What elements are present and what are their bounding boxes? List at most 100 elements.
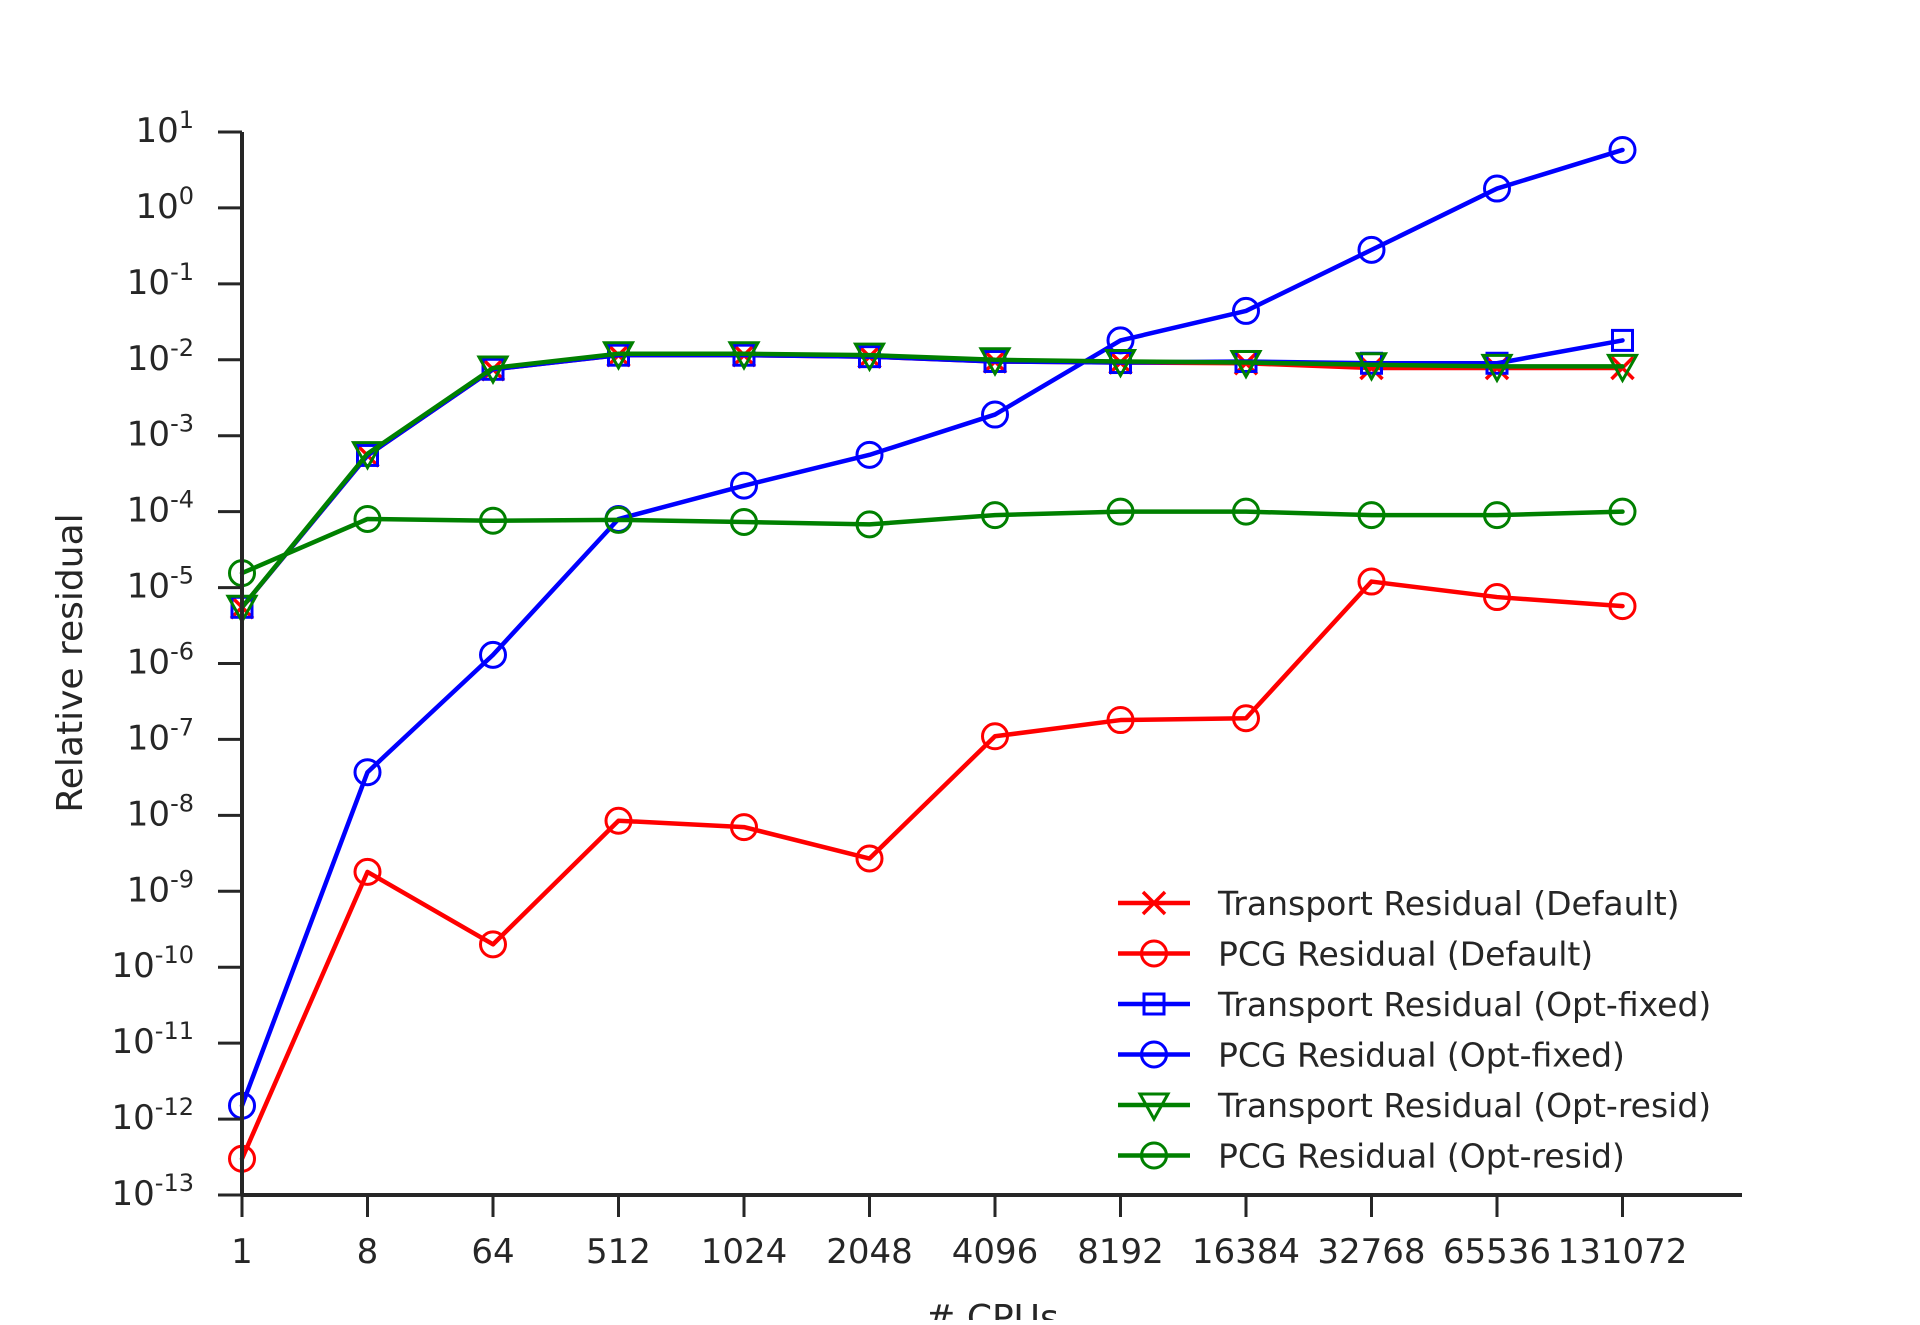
legend-label: Transport Residual (Opt-resid): [1217, 1086, 1711, 1125]
legend: Transport Residual (Default) PCG Residual…: [1118, 884, 1711, 1176]
circle-marker: [1232, 704, 1260, 733]
legend-item: Transport Residual (Default): [1118, 884, 1680, 923]
triangle-marker: [350, 441, 385, 471]
y-axis-label: Relative residual: [50, 513, 91, 812]
x-marker: [1141, 890, 1167, 916]
legend-label: PCG Residual (Default): [1218, 935, 1593, 974]
x-tick-label: 1: [231, 1232, 253, 1272]
legend-item: Transport Residual (Opt-resid): [1118, 1086, 1711, 1125]
circle-marker: [855, 440, 884, 469]
circle-marker: [981, 722, 1009, 751]
circle-marker: [730, 813, 758, 842]
circle-marker: [604, 505, 633, 534]
x-tick-label: 8192: [1077, 1232, 1164, 1272]
x-tick-label: 8: [357, 1232, 379, 1272]
legend-item: Transport Residual (Opt-fixed): [1118, 985, 1711, 1024]
y-tick-label: 100: [135, 182, 194, 227]
circle-marker: [353, 505, 382, 534]
circle-marker: [1106, 706, 1135, 735]
y-tick-label: 10-9: [127, 865, 194, 910]
x-ticks: 1 8 64 512 1024 2048 4096 8192 16384 32768 65536 13…: [231, 1195, 1687, 1272]
y-tick-label: 10-4: [127, 486, 194, 531]
y-tick-label: 10-11: [112, 1017, 194, 1062]
circle-marker: [730, 471, 758, 500]
square-marker: [1142, 992, 1166, 1016]
series-3: [230, 328, 1634, 619]
circle-marker: [1357, 567, 1386, 596]
legend-label: Transport Residual (Opt-fixed): [1217, 985, 1711, 1024]
y-tick-label: 10-12: [112, 1093, 194, 1138]
x-tick-label: 64: [471, 1232, 514, 1272]
legend-item: PCG Residual (Opt-resid): [1118, 1137, 1625, 1176]
series-6: [228, 497, 1637, 588]
circle-marker: [1140, 1141, 1168, 1170]
circle-marker: [1483, 174, 1511, 203]
triangle-marker: [1480, 353, 1514, 384]
circle-marker: [479, 930, 507, 959]
circle-marker: [1140, 1040, 1168, 1069]
circle-marker: [1483, 583, 1511, 612]
series-5: [225, 341, 1640, 625]
y-tick-label: 10-8: [127, 789, 194, 834]
circle-marker: [479, 640, 507, 669]
circle-marker: [1140, 939, 1168, 968]
series-layer: [225, 135, 1640, 1173]
circle-marker: [1608, 497, 1637, 526]
circle-marker: [855, 844, 884, 873]
triangle-marker: [978, 347, 1012, 377]
triangle-marker: [1354, 352, 1389, 382]
circle-marker: [1357, 235, 1386, 264]
circle-marker: [855, 510, 884, 539]
series-line: [239, 338, 1625, 610]
circle-marker: [1106, 497, 1135, 526]
triangle-marker: [727, 341, 761, 371]
y-tick-label: 10-2: [127, 334, 194, 379]
circle-marker: [1357, 501, 1386, 530]
circle-marker: [604, 806, 633, 835]
series-line: [239, 579, 1625, 1162]
circle-marker: [1232, 497, 1260, 526]
circle-marker: [479, 506, 507, 535]
y-tick-label: 10-1: [127, 258, 194, 303]
x-tick-label: 131072: [1558, 1232, 1688, 1272]
circle-marker: [981, 400, 1009, 429]
series-line: [239, 352, 1625, 610]
series-line: [239, 147, 1625, 1108]
x-tick-label: 4096: [952, 1232, 1039, 1272]
series-line: [239, 509, 1625, 576]
x-tick-label: 16384: [1192, 1232, 1300, 1272]
circle-marker: [1232, 296, 1260, 325]
legend-label: PCG Residual (Opt-fixed): [1218, 1036, 1625, 1075]
x-marker: [1359, 355, 1384, 381]
circle-marker: [1483, 501, 1511, 530]
x-tick-label: 32768: [1317, 1232, 1425, 1272]
x-tick-label: 512: [586, 1232, 651, 1272]
legend-label: PCG Residual (Opt-resid): [1218, 1137, 1625, 1176]
circle-marker: [730, 508, 758, 537]
triangle-marker: [1605, 353, 1640, 384]
y-tick-label: 10-6: [127, 638, 194, 683]
triangle-marker: [852, 342, 887, 373]
y-ticks: 101 100 10-1 10-2 10-3 10-4 10-5 10-6 10-7 10-8 10…: [112, 106, 242, 1214]
circle-marker: [353, 857, 382, 886]
circle-marker: [981, 501, 1009, 530]
series-1: [229, 342, 1635, 620]
series-2: [228, 567, 1637, 1173]
triangle-marker: [1137, 1092, 1171, 1123]
x-tick-label: 2048: [826, 1232, 913, 1272]
y-tick-label: 10-7: [127, 713, 194, 758]
y-tick-label: 10-13: [112, 1169, 194, 1214]
x-tick-label: 1024: [701, 1232, 788, 1272]
y-tick-label: 10-10: [112, 941, 194, 986]
square-marker: [1611, 328, 1634, 352]
y-tick-label: 10-5: [127, 562, 194, 607]
circle-marker: [1608, 592, 1637, 621]
legend-item: PCG Residual (Default): [1118, 935, 1593, 974]
series-line: [239, 351, 1625, 610]
x-axis-label: # CPUs: [925, 1298, 1059, 1320]
circle-marker: [1608, 135, 1637, 164]
legend-item: PCG Residual (Opt-fixed): [1118, 1036, 1625, 1075]
triangle-marker: [601, 341, 636, 371]
